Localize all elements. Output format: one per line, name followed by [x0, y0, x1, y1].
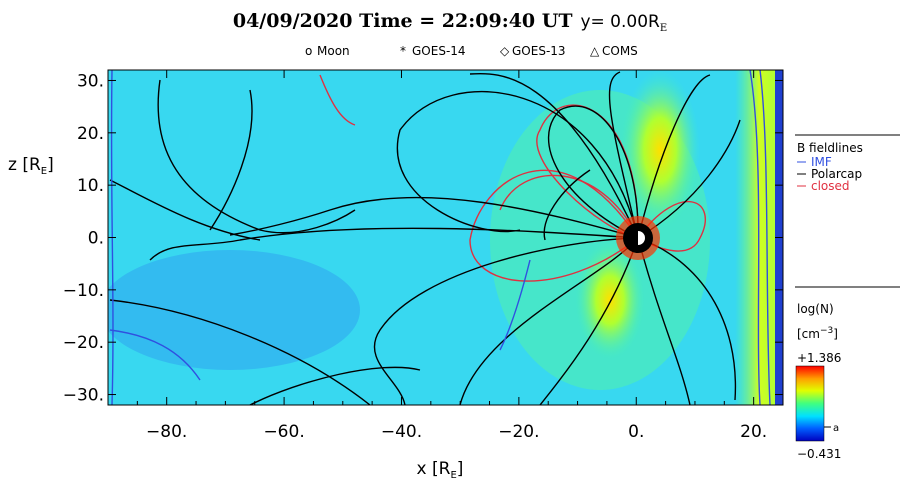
colorbar-unit: [cm−3]: [797, 326, 838, 341]
marker-symbol: ◇: [500, 44, 510, 58]
x-tick-label: −80.: [146, 422, 187, 442]
x-tick-label: −20.: [498, 422, 539, 442]
marker-legend-item: △ COMS: [590, 44, 638, 58]
y-tick-label: −10.: [63, 281, 104, 301]
marker-legend-item: o Moon: [305, 44, 350, 58]
imf-fieldline: [110, 70, 114, 405]
cusp-north: [620, 70, 700, 230]
earth-dayside: [638, 231, 645, 245]
legend-item-label: Polarcap: [811, 167, 862, 181]
x-axis-label: x [RE]: [417, 459, 464, 481]
colorbar-gradient: [795, 365, 825, 442]
legend-item-label: IMF: [811, 155, 832, 169]
colorbar-label: log(N): [797, 302, 834, 316]
polarcap-fieldline: [459, 237, 639, 405]
colorbar-min: −0.431: [797, 447, 841, 461]
marker-symbol: *: [400, 44, 406, 58]
fieldlines: [109, 70, 771, 405]
polarcap-fieldline: [637, 74, 711, 239]
chart-title: 04/09/2020 Time = 22:09:40 UT y= 0.00RE: [233, 10, 667, 34]
closed-fieldline: [469, 169, 639, 282]
polarcap-fieldline: [396, 90, 639, 239]
polarcap-fieldline: [637, 237, 691, 405]
marker-symbol: o: [305, 44, 312, 58]
x-tick-label: 20.: [740, 422, 767, 442]
polarcap-fieldline: [608, 71, 639, 239]
colorbar-max: +1.386: [797, 351, 841, 365]
y-tick-label: −20.: [63, 333, 104, 353]
marker-legend-item: * GOES-14: [400, 44, 466, 58]
plot-area: [108, 70, 783, 405]
y-tick-label: 20.: [77, 124, 104, 144]
marker-legend: o Moon * GOES-14 ◇ GOES-13 △ COMS: [305, 44, 638, 58]
marker-label: GOES-14: [412, 44, 466, 58]
y-tick-label: 0.: [88, 229, 104, 249]
x-tick-label: 0.: [628, 422, 644, 442]
y-tick-label: −30.: [63, 386, 104, 406]
polarcap-fieldline: [637, 119, 741, 239]
imf-fieldline: [109, 329, 201, 381]
colorbar-marker: a: [833, 423, 839, 434]
tail-low-density: [108, 250, 360, 370]
polarcap-fieldline: [539, 237, 639, 405]
polarcap-fieldline: [543, 169, 591, 241]
x-tick-label: −60.: [263, 422, 304, 442]
y-axis-label: z [RE]: [8, 155, 54, 177]
cusp-south: [575, 240, 645, 360]
polarcap-fieldline: [209, 89, 253, 231]
closed-fieldline: [319, 74, 356, 126]
closed-fieldline: [637, 200, 706, 252]
imf-fieldline: [499, 259, 531, 351]
colorbar: log(N) [cm−3] +1.386 a −0.431: [795, 286, 900, 461]
y-tick-label: 30.: [77, 71, 104, 91]
polarcap-fieldline: [373, 237, 639, 405]
polarcap-fieldline: [469, 72, 639, 239]
marker-label: GOES-13: [512, 44, 566, 58]
polarcap-fieldline: [249, 366, 421, 405]
imf-fieldline: [749, 70, 761, 405]
polarcap-fieldline: [109, 299, 371, 405]
x-tick-label: −40.: [381, 422, 422, 442]
imf-fieldline: [759, 70, 771, 405]
polarcap-fieldline: [149, 227, 639, 261]
polarcap-fieldline: [547, 105, 639, 239]
legend-item-label: closed: [811, 179, 850, 193]
polarcap-fieldline: [109, 179, 261, 241]
axes: −80. −60. −40. −20. 0. 20. 30. 20. 10. 0. −10. −20.…: [63, 70, 784, 442]
marker-legend-item: ◇ GOES-13: [500, 44, 566, 58]
marker-label: COMS: [602, 44, 638, 58]
marker-symbol: △: [590, 44, 600, 58]
polarcap-fieldline: [157, 79, 356, 234]
polarcap-fieldline: [229, 196, 639, 239]
marker-label: Moon: [317, 44, 350, 58]
legend-title: B fieldlines: [797, 141, 863, 155]
y-tick-label: 10.: [77, 176, 104, 196]
polarcap-fieldline: [637, 237, 737, 401]
